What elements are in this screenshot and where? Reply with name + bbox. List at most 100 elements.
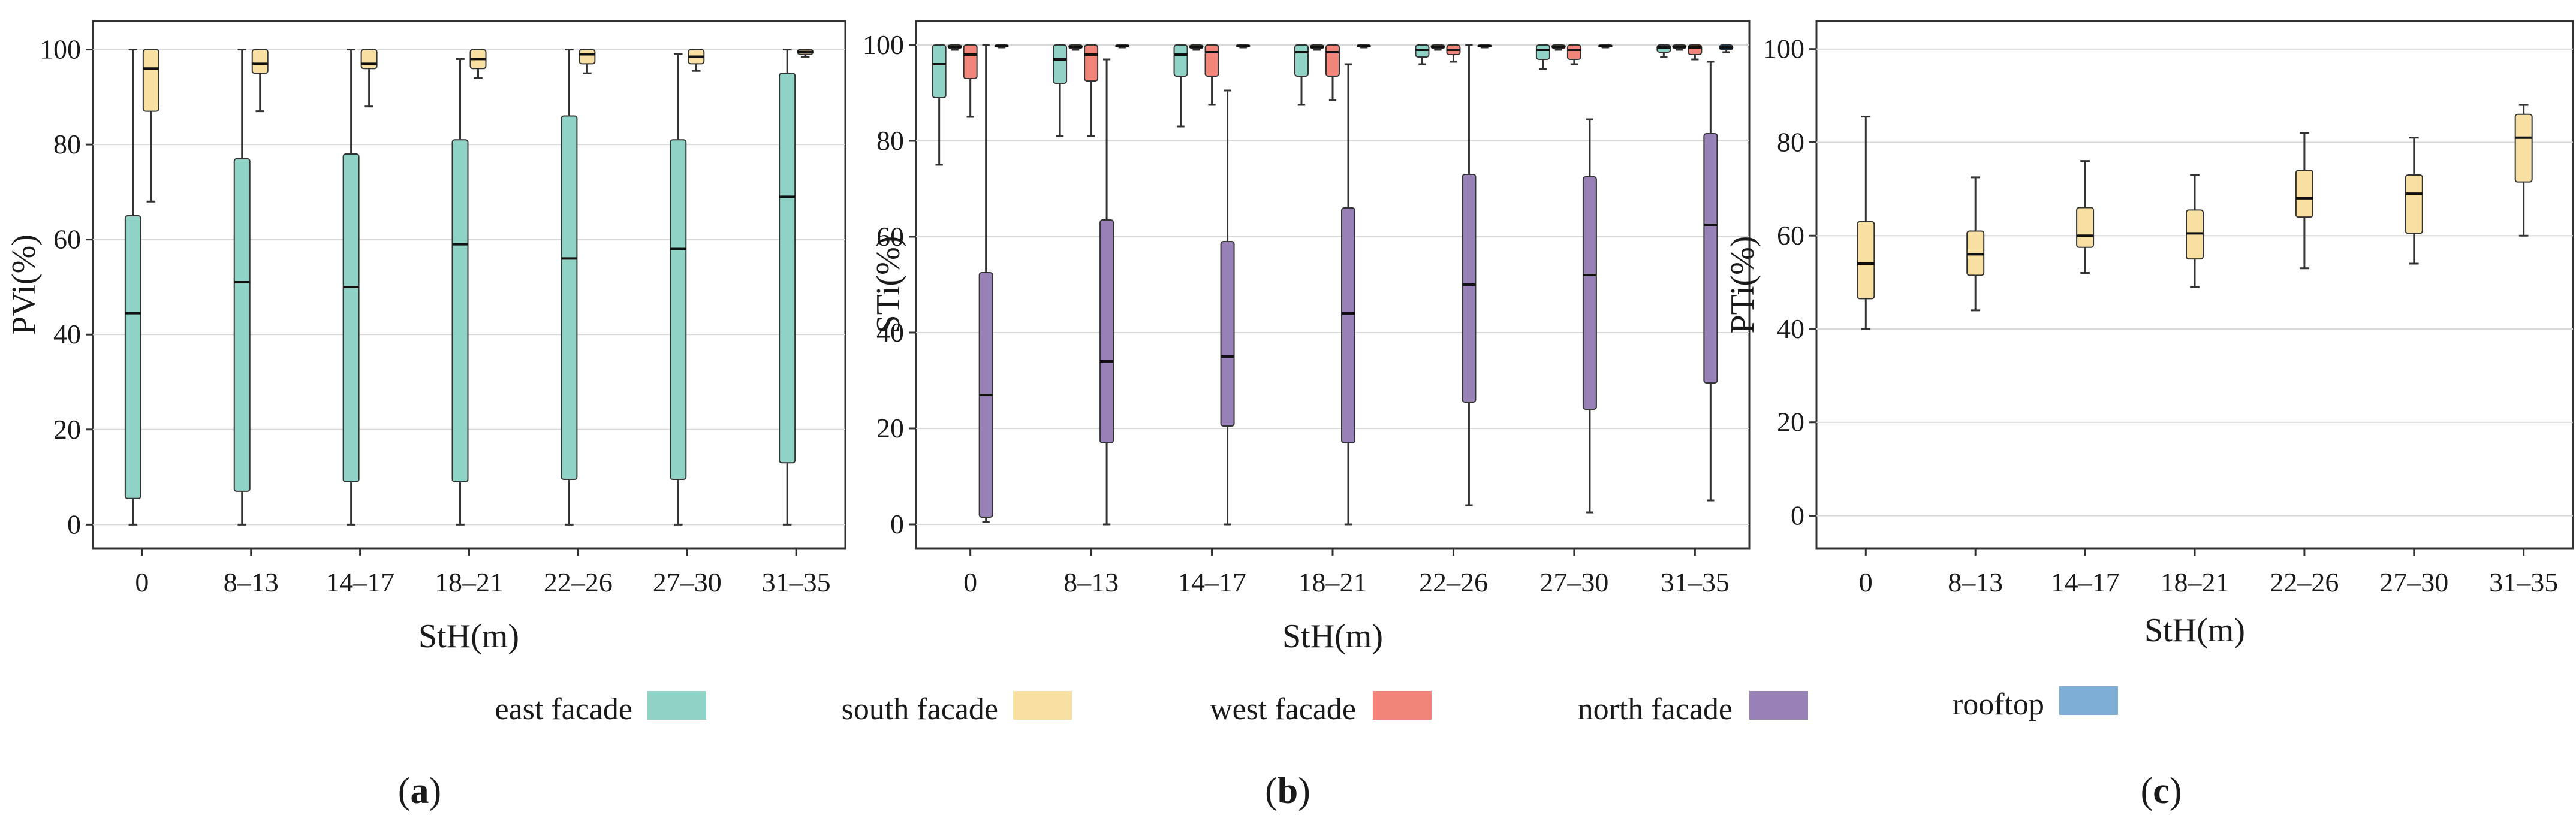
box-b-east-6 [1656, 44, 1671, 58]
panel-a-x-tick-label: 0 [135, 567, 149, 597]
box-body [1535, 44, 1550, 60]
box-c-south-1 [1966, 176, 1985, 312]
box-b-rooftop-5 [1598, 44, 1613, 49]
box-body [451, 139, 469, 483]
panel-c-y-tick-label: 0 [1791, 500, 1804, 530]
box-b-north-4 [1462, 44, 1477, 506]
panel-c-x-tick-label: 27–30 [2379, 567, 2448, 597]
panel-b-y-tick-label: 80 [876, 125, 904, 156]
box-a-east-3 [451, 58, 469, 526]
box-b-west-1 [1084, 44, 1099, 137]
box-body [1084, 44, 1099, 82]
legend-item-south: south facade [842, 691, 1072, 726]
box-b-south-2 [1189, 44, 1204, 51]
panel-a-y-tick-label: 60 [53, 224, 81, 255]
panel-b-y-tick-label: 0 [890, 509, 904, 539]
legend-label-west: west facade [1210, 692, 1356, 726]
legend-label-south: south facade [842, 692, 998, 726]
box-c-south-0 [1857, 116, 1875, 330]
panel-letter-a: a [411, 771, 429, 811]
panel-b-y-tick-label: 60 [876, 221, 904, 252]
panel-a-y-tick-label: 0 [67, 509, 81, 539]
box-a-south-3 [469, 49, 487, 79]
box-a-east-4 [561, 49, 578, 526]
box-body [142, 49, 159, 112]
panel-b-x-tick-label: 18–21 [1298, 567, 1367, 597]
panel-a-y-tick-label: 100 [40, 34, 81, 65]
box-body [342, 153, 360, 483]
box-b-east-3 [1294, 44, 1309, 106]
panel-b-y-tick-label: 20 [876, 413, 904, 443]
panel-a-x-tick-label: 27–30 [653, 567, 722, 597]
panel-b-y-axis-title: STi(%) [870, 236, 907, 334]
svg-text:(a): (a) [398, 771, 441, 811]
box-b-south-5 [1551, 44, 1566, 51]
panel-a-x-tick-label: 14–17 [326, 567, 394, 597]
legend-item-north: north facade [1578, 691, 1808, 726]
box-b-south-3 [1310, 44, 1324, 51]
panel-b: 0 20 40 60 80 100 0 8–13 14–17 18–21 22–26 27–30 31… [863, 20, 1751, 655]
panel-b-y-tick-label: 40 [876, 317, 904, 348]
panel-c-y-axis-title: PTi(%) [1724, 236, 1761, 334]
legend-label-north: north facade [1578, 692, 1733, 726]
panel-a-x-axis-title: StH(m) [418, 618, 519, 655]
panel-c-x-tick-label: 31–35 [2489, 567, 2558, 597]
box-b-east-1 [1053, 44, 1068, 137]
box-b-north-6 [1703, 61, 1718, 502]
panel-a-x-tick-label: 8–13 [224, 567, 279, 597]
panel-c-x-tick-label: 14–17 [2051, 567, 2120, 597]
box-b-west-5 [1566, 44, 1581, 65]
svg-text:(c): (c) [2141, 771, 2182, 811]
box-c-south-3 [2186, 174, 2204, 288]
box-body [1566, 44, 1581, 60]
box-c-south-6 [2514, 104, 2533, 237]
box-a-south-1 [251, 49, 269, 113]
box-body [1099, 219, 1114, 443]
box-a-east-2 [342, 49, 360, 526]
panel-label-a: (a) [398, 771, 441, 811]
box-b-west-6 [1688, 44, 1703, 61]
panel-a-y-tick-label: 20 [53, 414, 81, 445]
box-b-east-0 [932, 44, 947, 166]
legend-item-east: east facade [495, 691, 706, 726]
box-a-south-2 [360, 49, 378, 108]
box-a-east-5 [670, 53, 687, 526]
legend: east facade south facade west facade nor… [495, 686, 2118, 726]
legend-swatch-south [1013, 691, 1072, 720]
box-a-south-5 [688, 49, 705, 72]
box-body [1341, 207, 1355, 443]
panel-a-x-tick-label: 22–26 [544, 567, 613, 597]
box-a-east-6 [779, 49, 796, 526]
box-b-south-4 [1430, 44, 1445, 51]
box-b-rooftop-4 [1477, 44, 1492, 49]
panel-b-y-tick-label: 100 [863, 29, 904, 60]
box-c-south-5 [2405, 137, 2423, 265]
panel-c-x-tick-label: 22–26 [2270, 567, 2339, 597]
box-b-rooftop-3 [1357, 44, 1371, 49]
box-c-south-2 [2076, 160, 2095, 274]
panel-c-x-axis-title: StH(m) [2144, 612, 2245, 649]
panel-label-c: (c) [2141, 771, 2182, 811]
legend-swatch-west [1373, 691, 1432, 720]
box-b-east-5 [1535, 44, 1550, 70]
box-b-rooftop-2 [1236, 44, 1251, 49]
box-a-east-1 [233, 49, 251, 526]
box-body [1204, 44, 1219, 77]
box-body [233, 158, 251, 492]
panel-letter-c: c [2153, 771, 2170, 811]
box-b-south-0 [947, 44, 962, 51]
panel-c-y-tick-label: 20 [1777, 407, 1804, 437]
box-body [124, 215, 141, 499]
box-b-rooftop-0 [994, 44, 1009, 49]
panel-b-x-tick-label: 31–35 [1661, 567, 1730, 597]
panel-b-x-tick-label: 0 [963, 567, 977, 597]
box-body [779, 73, 796, 464]
box-b-west-0 [963, 44, 978, 118]
panel-a-frame [92, 20, 846, 550]
box-body [2295, 170, 2313, 218]
box-b-north-0 [978, 44, 993, 523]
legend-item-west: west facade [1210, 691, 1432, 726]
box-body [2076, 207, 2095, 248]
box-b-south-1 [1068, 44, 1083, 51]
